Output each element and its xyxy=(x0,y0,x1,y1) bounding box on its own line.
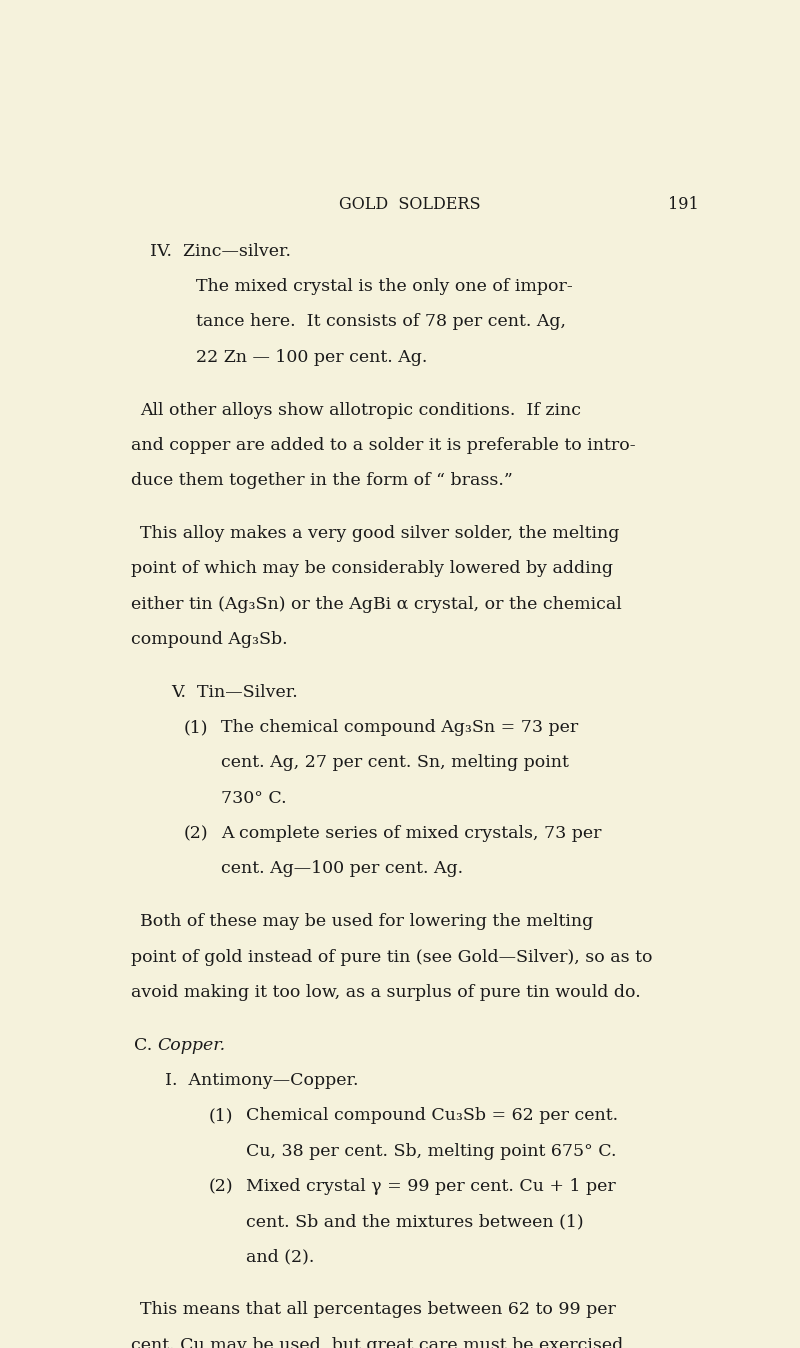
Text: V.  Tin—Silver.: V. Tin—Silver. xyxy=(171,683,298,701)
Text: 22 Zn — 100 per cent. Ag.: 22 Zn — 100 per cent. Ag. xyxy=(196,349,427,365)
Text: cent. Sb and the mixtures between (1): cent. Sb and the mixtures between (1) xyxy=(246,1213,583,1231)
Text: All other alloys show allotropic conditions.  If zinc: All other alloys show allotropic conditi… xyxy=(140,402,582,418)
Text: A complete series of mixed crystals, 73 per: A complete series of mixed crystals, 73 … xyxy=(221,825,602,842)
Text: cent. Ag—100 per cent. Ag.: cent. Ag—100 per cent. Ag. xyxy=(221,860,463,878)
Text: duce them together in the form of “ brass.”: duce them together in the form of “ bras… xyxy=(131,472,513,489)
Text: IV.  Zinc—silver.: IV. Zinc—silver. xyxy=(150,243,290,260)
Text: (2): (2) xyxy=(209,1178,233,1194)
Text: cent. Ag, 27 per cent. Sn, melting point: cent. Ag, 27 per cent. Sn, melting point xyxy=(221,755,569,771)
Text: point of gold instead of pure tin (see Gold—Silver), so as to: point of gold instead of pure tin (see G… xyxy=(131,949,653,965)
Text: Copper.: Copper. xyxy=(158,1037,226,1054)
Text: C.: C. xyxy=(134,1037,163,1054)
Text: either tin (Ag₃Sn) or the AgBi α crystal, or the chemical: either tin (Ag₃Sn) or the AgBi α crystal… xyxy=(131,596,622,612)
Text: GOLD  SOLDERS: GOLD SOLDERS xyxy=(339,195,481,213)
Text: and (2).: and (2). xyxy=(246,1248,314,1266)
Text: (2): (2) xyxy=(184,825,208,842)
Text: cent. Cu may be used, but great care must be exercised: cent. Cu may be used, but great care mus… xyxy=(131,1337,623,1348)
Text: point of which may be considerably lowered by adding: point of which may be considerably lower… xyxy=(131,561,613,577)
Text: Mixed crystal γ = 99 per cent. Cu + 1 per: Mixed crystal γ = 99 per cent. Cu + 1 pe… xyxy=(246,1178,615,1194)
Text: This means that all percentages between 62 to 99 per: This means that all percentages between … xyxy=(140,1301,616,1318)
Text: tance here.  It consists of 78 per cent. Ag,: tance here. It consists of 78 per cent. … xyxy=(196,313,566,330)
Text: This alloy makes a very good silver solder, the melting: This alloy makes a very good silver sold… xyxy=(140,526,620,542)
Text: The mixed crystal is the only one of impor-: The mixed crystal is the only one of imp… xyxy=(196,278,573,295)
Text: I.  Antimony—Copper.: I. Antimony—Copper. xyxy=(165,1072,358,1089)
Text: The chemical compound Ag₃Sn = 73 per: The chemical compound Ag₃Sn = 73 per xyxy=(221,718,578,736)
Text: avoid making it too low, as a surplus of pure tin would do.: avoid making it too low, as a surplus of… xyxy=(131,984,641,1000)
Text: 191: 191 xyxy=(667,195,698,213)
Text: compound Ag₃Sb.: compound Ag₃Sb. xyxy=(131,631,288,648)
Text: Chemical compound Cu₃Sb = 62 per cent.: Chemical compound Cu₃Sb = 62 per cent. xyxy=(246,1107,618,1124)
Text: and copper are added to a solder it is preferable to intro-: and copper are added to a solder it is p… xyxy=(131,437,636,454)
Text: (1): (1) xyxy=(209,1107,233,1124)
Text: Cu, 38 per cent. Sb, melting point 675° C.: Cu, 38 per cent. Sb, melting point 675° … xyxy=(246,1143,616,1159)
Text: Both of these may be used for lowering the melting: Both of these may be used for lowering t… xyxy=(140,913,594,930)
Text: 730° C.: 730° C. xyxy=(221,790,286,806)
Text: (1): (1) xyxy=(184,718,208,736)
